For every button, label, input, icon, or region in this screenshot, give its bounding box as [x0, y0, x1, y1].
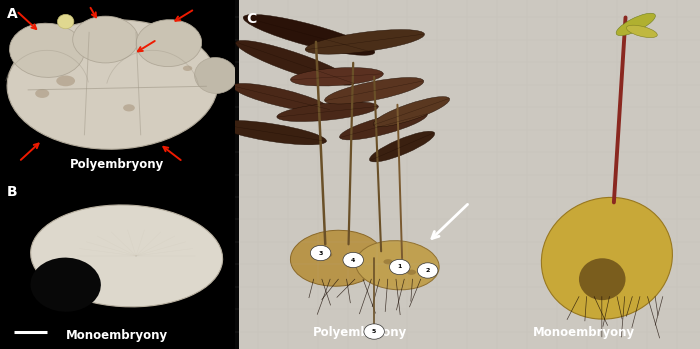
- Ellipse shape: [541, 198, 673, 319]
- Ellipse shape: [407, 269, 416, 275]
- Ellipse shape: [56, 75, 75, 86]
- Ellipse shape: [123, 104, 135, 111]
- Circle shape: [417, 263, 438, 278]
- Ellipse shape: [290, 230, 384, 286]
- Text: 4: 4: [351, 258, 356, 262]
- Text: C: C: [246, 12, 256, 26]
- Ellipse shape: [195, 58, 237, 94]
- Bar: [234, 0, 239, 349]
- Text: B: B: [7, 185, 18, 199]
- Ellipse shape: [31, 258, 101, 312]
- Ellipse shape: [579, 258, 626, 300]
- Ellipse shape: [305, 30, 424, 54]
- Text: 3: 3: [318, 251, 323, 255]
- Ellipse shape: [340, 111, 428, 140]
- Text: 5: 5: [372, 329, 377, 334]
- Text: 1: 1: [398, 265, 402, 269]
- Text: Polyembryony: Polyembryony: [313, 326, 407, 339]
- Ellipse shape: [356, 241, 439, 290]
- Ellipse shape: [232, 83, 330, 112]
- Ellipse shape: [323, 252, 332, 258]
- Text: 2: 2: [426, 268, 430, 273]
- Ellipse shape: [626, 25, 657, 38]
- Ellipse shape: [373, 97, 449, 127]
- Ellipse shape: [57, 14, 74, 29]
- Ellipse shape: [73, 16, 139, 63]
- Circle shape: [389, 259, 410, 275]
- Text: Monoembryony: Monoembryony: [533, 326, 635, 339]
- Ellipse shape: [370, 131, 435, 162]
- Text: Monoembryony: Monoembryony: [66, 329, 168, 342]
- Ellipse shape: [236, 40, 354, 85]
- Ellipse shape: [31, 205, 223, 307]
- Ellipse shape: [277, 102, 378, 121]
- Ellipse shape: [325, 77, 424, 104]
- Ellipse shape: [290, 68, 384, 86]
- Ellipse shape: [384, 259, 393, 265]
- Circle shape: [343, 252, 363, 268]
- Text: Polyembryony: Polyembryony: [70, 158, 164, 171]
- Ellipse shape: [616, 13, 655, 36]
- Circle shape: [364, 324, 384, 339]
- Ellipse shape: [243, 14, 374, 55]
- Ellipse shape: [7, 20, 218, 149]
- Ellipse shape: [10, 23, 84, 77]
- Ellipse shape: [136, 20, 202, 67]
- Ellipse shape: [217, 120, 326, 145]
- Ellipse shape: [346, 262, 356, 268]
- Circle shape: [310, 245, 331, 261]
- Text: A: A: [7, 7, 18, 21]
- Ellipse shape: [35, 89, 49, 98]
- Ellipse shape: [183, 66, 193, 71]
